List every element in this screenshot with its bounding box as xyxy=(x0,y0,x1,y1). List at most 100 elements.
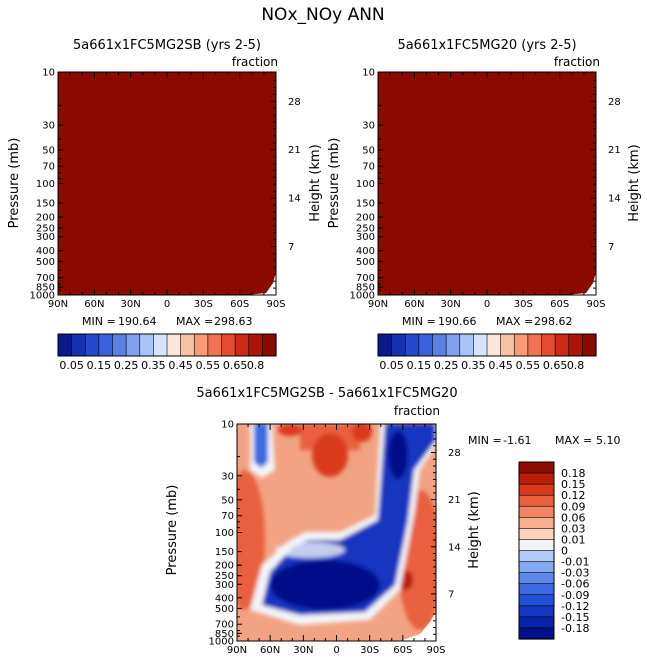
panel-difference: 5a661x1FC5MG2SB - 5a661x1FC5MG20 fractio… xyxy=(165,386,621,656)
colorbar-swatch xyxy=(486,333,502,357)
colorbar-swatch xyxy=(518,539,555,552)
terrain-mask xyxy=(400,612,436,641)
colorbar-swatch xyxy=(518,561,555,574)
lobe-nh-lower xyxy=(237,470,265,610)
colorbar-label: -0.15 xyxy=(561,611,589,624)
colorbar-swatch xyxy=(473,333,488,357)
y-tick-label: 850 xyxy=(215,629,234,640)
panel-2-max-value: 298.62 xyxy=(534,315,573,328)
colorbar-swatch xyxy=(518,472,555,485)
y-tick-label: 200 xyxy=(215,561,234,572)
y-tick-label: 1000 xyxy=(350,291,375,302)
colorbar-swatch xyxy=(518,461,555,474)
panel-2-ylabel: Pressure (mb) xyxy=(327,138,342,229)
y-tick-label: 250 xyxy=(36,223,55,234)
inner-white-bubble xyxy=(275,542,345,558)
colorbar-frame xyxy=(518,461,555,640)
colorbar-swatch xyxy=(418,333,434,357)
panel-3-min-label: MIN = xyxy=(468,434,502,447)
panel-3-min-value: -1.61 xyxy=(503,434,531,447)
x-tick-label: 30N xyxy=(441,299,461,310)
colorbar-swatch xyxy=(377,333,393,357)
y-tick-label: 10 xyxy=(221,420,234,431)
colorbar-label: 0.55 xyxy=(196,359,221,372)
panel-3-units: fraction xyxy=(394,404,440,418)
y-tick-label: 30 xyxy=(221,471,234,482)
y2-tick-label: 7 xyxy=(608,242,614,253)
panel-3-contour-field xyxy=(237,424,436,641)
x-tick-label: 30N xyxy=(121,299,141,310)
panel-3-y2label: Height (km) xyxy=(467,491,482,568)
y2-tick-label: 21 xyxy=(608,145,621,156)
x-tick-label: 30S xyxy=(514,299,533,310)
colorbar-label: 0 xyxy=(561,545,568,558)
colorbar-label: 0.55 xyxy=(516,359,541,372)
colorbar-swatch xyxy=(518,550,555,563)
y-tick-label: 150 xyxy=(356,199,375,210)
colorbar-swatch xyxy=(541,333,556,357)
panel-1-title: 5a661x1FC5MG2SB (yrs 2-5) xyxy=(73,38,261,53)
panel-2-colorbar: 0.05 0.15 0.25 0.35 0.45 0.55 0.65 0.8 xyxy=(377,333,597,372)
y2-tick-label: 14 xyxy=(448,542,461,553)
panel-2-units: fraction xyxy=(554,55,600,69)
colorbar-label: 0.05 xyxy=(379,359,404,372)
colorbar-frame xyxy=(377,333,597,357)
field-contours xyxy=(237,424,436,630)
panel-2-plot-area xyxy=(378,72,596,295)
colorbar-label: 0.8 xyxy=(247,359,265,372)
colorbar-swatch xyxy=(262,333,277,357)
y-tick-label: 250 xyxy=(215,571,234,582)
colorbar-label: 0.15 xyxy=(87,359,112,372)
colorbar-label: -0.09 xyxy=(561,589,589,602)
panel-1-max-label: MAX = xyxy=(176,315,213,328)
colorbar-label: 0.45 xyxy=(168,359,193,372)
y-tick-label: 300 xyxy=(36,232,55,243)
panel-1-plot-area xyxy=(58,72,276,295)
blue-nh-column xyxy=(254,424,268,468)
y2-tick-label: 7 xyxy=(448,589,454,600)
y-tick-label: 500 xyxy=(36,257,55,268)
panel-1-y2label: Height (km) xyxy=(308,144,323,221)
colorbar-swatch xyxy=(527,333,543,357)
y-tick-label: 10 xyxy=(42,68,55,79)
blue-column-core xyxy=(388,431,408,479)
colorbar-label: -0.18 xyxy=(561,622,589,635)
y-tick-label: 400 xyxy=(356,246,375,257)
x-tick-label: 30S xyxy=(360,645,379,656)
y-tick-label: 100 xyxy=(356,179,375,190)
y2-tick-label: 21 xyxy=(288,145,301,156)
colorbar-swatch xyxy=(582,333,597,357)
colorbar-swatch xyxy=(180,333,195,357)
colorbar-swatch xyxy=(207,333,223,357)
colorbar-label: -0.12 xyxy=(561,600,589,613)
panel-3-title: 5a661x1FC5MG2SB - 5a661x1FC5MG20 xyxy=(196,386,457,401)
colorbar-swatch xyxy=(112,333,127,357)
panel-2-max-label: MAX = xyxy=(496,315,533,328)
colorbar-swatch xyxy=(518,494,555,507)
colorbar-swatch xyxy=(404,333,420,357)
colorbar-swatch xyxy=(518,616,555,629)
panel-2-title: 5a661x1FC5MG20 (yrs 2-5) xyxy=(397,38,576,53)
y-tick-label: 150 xyxy=(36,199,55,210)
y-tick-label: 700 xyxy=(215,620,234,631)
x-tick-label: 60S xyxy=(393,645,412,656)
strat-red-right xyxy=(352,424,372,442)
colorbar-swatch xyxy=(518,528,555,541)
y-tick-label: 100 xyxy=(36,179,55,190)
colorbar-swatch xyxy=(518,594,555,607)
y-tick-label: 50 xyxy=(42,145,55,156)
colorbar-label: 0.15 xyxy=(561,478,586,491)
strat-red-center xyxy=(312,433,348,477)
colorbar-label: 0.03 xyxy=(561,522,586,535)
colorbar-label: -0.06 xyxy=(561,578,589,591)
colorbar-swatch xyxy=(518,627,555,640)
colorbar-swatch xyxy=(518,483,555,496)
y2-tick-label: 21 xyxy=(448,495,461,506)
y-tick-label: 50 xyxy=(221,495,234,506)
panel-2: 5a661x1FC5MG20 (yrs 2-5) fraction 10 30 50… xyxy=(327,38,642,372)
y-tick-label: 200 xyxy=(36,213,55,224)
colorbar-label: 0.8 xyxy=(567,359,585,372)
x-tick-label: 90S xyxy=(266,299,285,310)
